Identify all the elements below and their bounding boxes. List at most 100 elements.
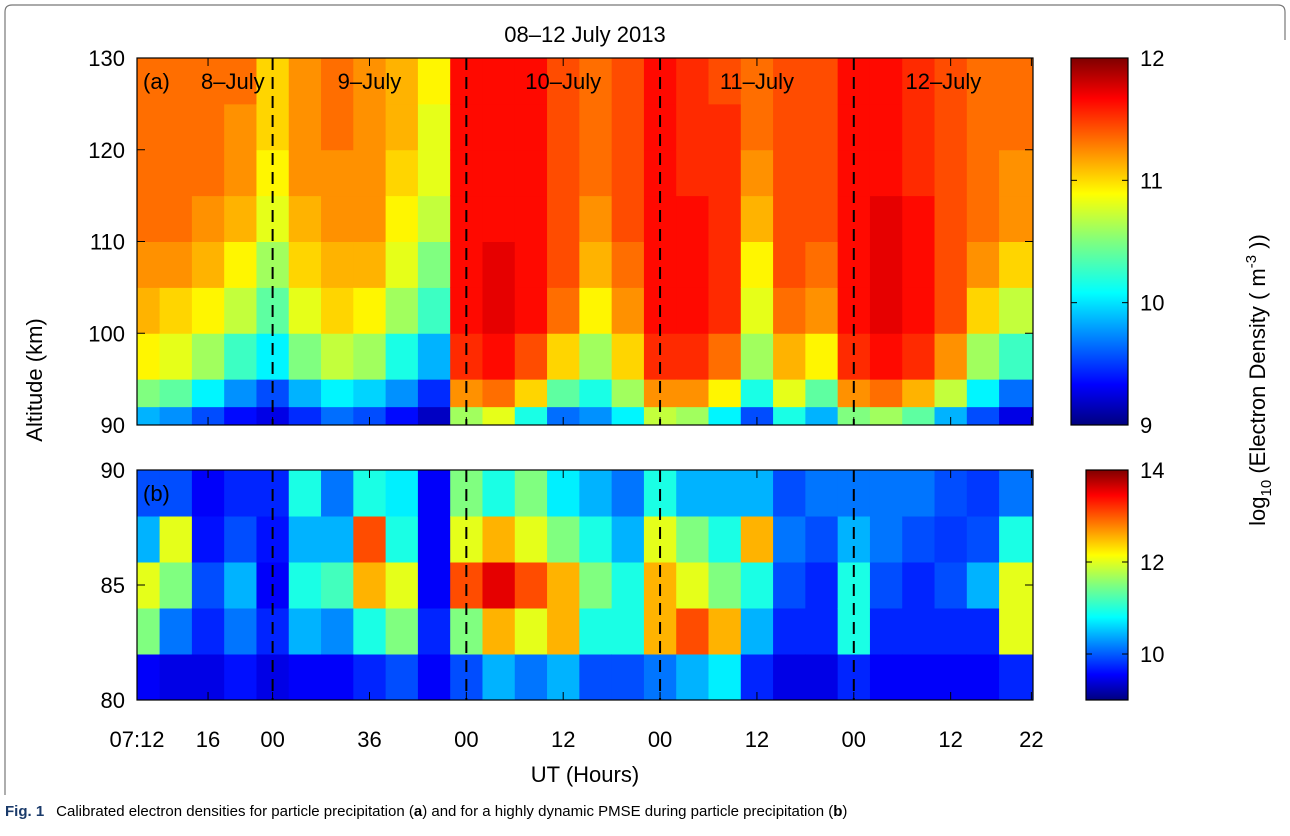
heatmap-cell — [902, 379, 936, 408]
heatmap-cell — [288, 562, 322, 609]
heatmap-cell — [773, 333, 806, 380]
heatmap-cell — [321, 58, 354, 105]
heatmap-cell — [224, 333, 257, 380]
heatmap-cell — [191, 516, 225, 563]
x-tick-label: 16 — [196, 727, 220, 752]
heatmap-cell — [869, 195, 903, 242]
heatmap-cell — [288, 379, 322, 408]
heatmap-cell — [385, 195, 419, 242]
heatmap-cell — [676, 195, 710, 242]
heatmap-cell — [191, 562, 225, 609]
heatmap-cell — [417, 516, 451, 563]
heatmap-cell — [385, 149, 419, 197]
heatmap-cell — [191, 333, 225, 380]
heatmap-cell — [579, 287, 613, 334]
heatmap-cell — [321, 241, 354, 288]
colorbar-tick-label: 12 — [1140, 46, 1164, 71]
day-label: 12–July — [905, 69, 981, 94]
heatmap-cell — [708, 406, 742, 426]
heatmap-cell — [966, 58, 1000, 105]
x-tick-label: 12 — [938, 727, 962, 752]
heatmap-cell — [869, 608, 903, 655]
y-tick-label: 90 — [101, 413, 125, 438]
heatmap-cell — [773, 608, 806, 655]
heatmap-cell — [191, 103, 225, 151]
heatmap-cell — [708, 333, 742, 380]
heatmap-cell — [321, 562, 354, 609]
heatmap-cell — [224, 654, 257, 701]
heatmap-cell — [321, 333, 354, 380]
colorbar-label-part: -3 — [1243, 255, 1260, 268]
heatmap-cell — [676, 654, 710, 701]
heatmap-cell — [224, 516, 257, 563]
day-label: 8–July — [201, 69, 265, 94]
heatmap-cell — [869, 654, 903, 701]
heatmap-cell — [579, 608, 613, 655]
day-label: 9–July — [338, 69, 402, 94]
heatmap-cell — [159, 103, 193, 151]
heatmap-cell — [288, 516, 322, 563]
heatmap-cell — [547, 103, 580, 151]
heatmap-cell — [934, 379, 968, 408]
colorbar-tick-label: 11 — [1140, 168, 1163, 193]
heatmap-cell — [999, 654, 1034, 701]
heatmap-cell — [708, 562, 742, 609]
heatmap-cell — [902, 287, 936, 334]
heatmap-cell — [159, 654, 193, 701]
heatmap-cell — [805, 470, 839, 517]
heatmap-cell — [773, 241, 806, 288]
colorbar-tick-label: 12 — [1140, 550, 1164, 575]
heatmap-cell — [611, 58, 645, 105]
heatmap-cell — [224, 195, 257, 242]
caption-text: ) and for a highly dynamic PMSE during p… — [422, 803, 833, 820]
heatmap-cell — [321, 195, 354, 242]
heatmap-cell — [869, 103, 903, 151]
heatmap-cell — [482, 379, 516, 408]
heatmap-cell — [611, 241, 645, 288]
heatmap-cell — [676, 562, 710, 609]
heatmap-cell — [224, 103, 257, 151]
heatmap-cell — [321, 379, 354, 408]
heatmap-cell — [514, 149, 548, 197]
heatmap-cell — [579, 241, 613, 288]
heatmap-cell — [137, 470, 161, 517]
heatmap-cell — [385, 333, 419, 380]
heatmap-cell — [902, 58, 936, 105]
y-tick-label: 80 — [101, 688, 125, 713]
heatmap-cell — [869, 333, 903, 380]
heatmap-cell — [579, 654, 613, 701]
heatmap-cell — [708, 149, 742, 197]
day-label: 10–July — [525, 69, 601, 94]
heatmap-cell — [288, 149, 322, 197]
colorbar — [1085, 469, 1129, 701]
heatmap-cell — [902, 470, 936, 517]
heatmap-cell — [966, 516, 1000, 563]
heatmap-cell — [159, 58, 193, 105]
y-axis-label: Altitude (km) — [22, 318, 47, 441]
heatmap-cell — [514, 470, 548, 517]
heatmap-cell — [514, 516, 548, 563]
heatmap-cell — [676, 58, 710, 105]
heatmap-cell — [547, 562, 580, 609]
heatmap-cell — [773, 470, 806, 517]
heatmap-cell — [482, 333, 516, 380]
heatmap-cell — [514, 241, 548, 288]
heatmap-cell — [224, 241, 257, 288]
heatmap-cell — [773, 58, 806, 105]
y-tick-label: 100 — [88, 321, 125, 346]
heatmap-cell — [159, 149, 193, 197]
heatmap-cell — [805, 333, 839, 380]
heatmap-cell — [224, 379, 257, 408]
heatmap-cell — [676, 608, 710, 655]
heatmap-cell — [385, 516, 419, 563]
heatmap-cell — [805, 608, 839, 655]
heatmap-cell — [966, 195, 1000, 242]
heatmap-cell — [137, 241, 161, 288]
heatmap-cell — [353, 379, 387, 408]
heatmap-cell — [288, 470, 322, 517]
heatmap-cell — [773, 516, 806, 563]
y-tick-label: 85 — [101, 573, 125, 598]
heatmap-cell — [902, 516, 936, 563]
heatmap-cell — [137, 58, 161, 105]
